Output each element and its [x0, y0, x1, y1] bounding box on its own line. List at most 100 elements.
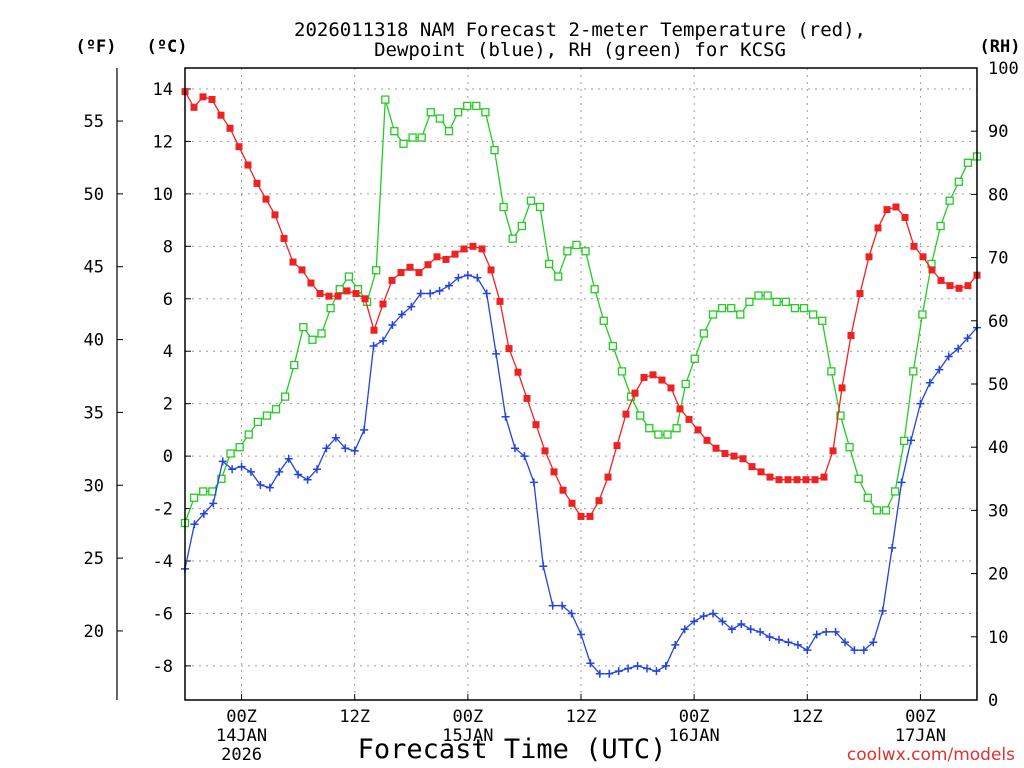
rh-point: [317, 329, 326, 338]
rh-point: [590, 285, 599, 294]
temperature-point: [676, 405, 684, 413]
rh-point: [963, 158, 973, 167]
dewpoint-point: [218, 457, 227, 466]
rh-point: [244, 430, 253, 439]
dewpoint-point: [859, 646, 868, 655]
dewpoint-point: [671, 640, 680, 649]
temperature-point: [649, 371, 657, 379]
rh-tick-label: 90: [988, 122, 1008, 142]
dewpoint-point: [775, 635, 783, 644]
dewpoint-point: [520, 452, 529, 461]
celsius-tick-label: 6: [163, 290, 173, 310]
dewpoint-point: [209, 499, 218, 508]
temperature-point: [595, 497, 603, 505]
temperature-point: [244, 161, 252, 169]
rh-point: [745, 297, 754, 306]
dewpoint-point: [199, 509, 208, 518]
dewpoint-point: [482, 289, 491, 298]
rh-point: [781, 297, 790, 306]
rh-point: [699, 329, 709, 338]
dewpoint-point: [916, 399, 925, 408]
dewpoint-point: [237, 462, 246, 471]
temperature-point: [280, 234, 288, 242]
dewpoint-point: [454, 273, 463, 282]
temperature-point: [757, 468, 765, 476]
fahrenheit-tick-label: 20: [84, 622, 104, 642]
rh-tick-label: 40: [988, 438, 1008, 458]
time-tick-label-hour: 12Z: [339, 707, 370, 727]
dewpoint-point: [388, 320, 397, 329]
dewpoint-point: [463, 271, 472, 280]
rh-point: [872, 506, 882, 515]
dewpoint-point: [793, 640, 802, 649]
fahrenheit-tick-label: 30: [84, 476, 104, 496]
temperature-point: [613, 442, 621, 450]
temperature-point: [928, 266, 936, 274]
grid-lines: [185, 68, 977, 700]
fahrenheit-tick-label: 50: [84, 185, 104, 205]
dewpoint-point: [190, 520, 199, 529]
dewpoint-point: [265, 483, 274, 492]
dewpoint-point: [350, 446, 359, 455]
rh-series-line: [184, 99, 978, 524]
temperature-point: [496, 297, 504, 305]
dewpoint-point: [605, 669, 614, 678]
celsius-tick-label: 8: [163, 237, 173, 257]
dewpoint-point: [727, 625, 736, 634]
temperature-point: [415, 269, 423, 277]
dewpoint-point: [275, 467, 284, 476]
dewpoint-point: [426, 289, 435, 298]
rh-point: [672, 424, 681, 433]
temperature-point: [406, 263, 414, 271]
dewpoint-point: [247, 467, 255, 476]
time-tick-label-hour: 00Z: [226, 707, 257, 727]
time-tick-label-date: 16JAN: [669, 726, 720, 746]
axis-ticks: 14121086420-2-4-6-8555045403530252010090…: [84, 59, 1019, 765]
credit-text: coolwx.com/models: [847, 745, 1015, 765]
celsius-tick-label: 14: [153, 80, 173, 100]
rh-point: [681, 379, 690, 389]
dewpoint-point: [548, 601, 557, 610]
rh-point: [444, 127, 454, 136]
temperature-point: [541, 447, 549, 455]
dewpoint-point: [737, 619, 746, 628]
rh-point: [900, 436, 909, 446]
fahrenheit-tick-label: 45: [84, 258, 104, 278]
temperature-point: [856, 290, 864, 298]
temperature-point: [361, 295, 369, 303]
celsius-tick-label: 2: [163, 395, 173, 415]
rh-point: [954, 177, 963, 186]
rh-point: [690, 354, 699, 363]
dewpoint-point: [897, 478, 906, 487]
temperature-point: [325, 292, 333, 300]
fahrenheit-tick-label: 40: [84, 331, 104, 351]
rh-point: [854, 474, 863, 483]
rh-tick-label: 0: [988, 691, 998, 711]
rh-point: [517, 221, 526, 231]
dewpoint-point: [746, 625, 755, 634]
rh-point: [909, 367, 918, 376]
temperature-point: [829, 447, 837, 455]
dewpoint-point: [341, 444, 350, 453]
dewpoint-point: [435, 286, 444, 295]
temperature-point: [820, 473, 828, 481]
rh-point: [945, 196, 954, 205]
time-tick-label-date: 15JAN: [442, 726, 493, 746]
dewpoint-point: [925, 378, 934, 387]
rh-tick-label: 100: [988, 59, 1019, 79]
rh-tick-label: 30: [988, 501, 1008, 521]
temperature-point: [190, 103, 198, 111]
dewpoint-point: [831, 627, 840, 636]
dewpoint-point: [322, 444, 331, 453]
rh-tick-label: 10: [988, 628, 1008, 648]
rh-point: [772, 297, 781, 306]
rh-point: [435, 114, 445, 123]
rh-point: [335, 285, 344, 294]
temperature-point: [739, 455, 747, 463]
celsius-tick-label: -6: [153, 604, 173, 624]
dewpoint-point: [624, 664, 633, 673]
dewpoint-point: [841, 638, 849, 647]
dewpoint-point: [313, 465, 321, 474]
dewpoint-point: [511, 444, 519, 453]
